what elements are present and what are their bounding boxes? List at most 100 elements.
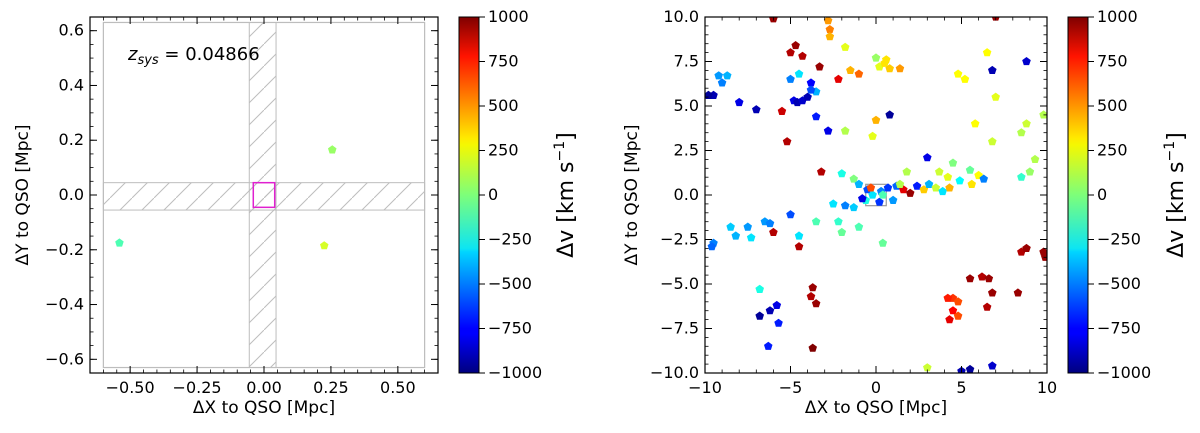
wide-point-97 [731,231,741,240]
wide-point-41 [782,137,792,146]
zoom-colorbar-tick-label: 500 [488,96,519,115]
zoom-colorbar-tick-label: −1000 [488,363,542,382]
wide-point-10 [798,51,807,60]
wide-point-66 [979,174,988,183]
zoom-colorbar-tick-label: 750 [488,52,519,71]
wide-point-11 [786,74,795,83]
zoom-xtick-label: 0.00 [246,378,282,397]
wide-point-63 [943,172,953,181]
wide-point-62 [935,167,944,176]
wide-point-112 [755,311,764,320]
wide-point-68 [837,169,847,178]
wide-point-56 [1017,172,1026,181]
wide-colorbar-tick-label: −250 [1097,230,1141,249]
zoom-colorbar-label: Δv [km s−1] [552,132,579,258]
wide-point-95 [707,242,717,251]
wide-point-113 [765,306,775,315]
wide-point-12 [794,69,804,78]
zoom-ytick-label: −0.4 [45,295,84,314]
wide-point-120 [808,283,817,292]
wide-point-79 [919,185,929,194]
wide-point-78 [912,181,922,190]
wide-point-23 [825,25,835,34]
zoom-xtick-label: −0.25 [173,378,222,397]
wide-point-46 [953,69,963,78]
wide-point-93 [858,194,867,203]
wide-point-47 [960,74,970,83]
wide-ytick-label: 2.5 [674,141,699,160]
wide-point-53 [988,137,997,146]
wide-point-131 [982,302,992,311]
wide-point-101 [765,219,775,228]
wide-point-32 [885,64,894,73]
wide-ytick-label: −7.5 [660,319,699,338]
wide-point-67 [817,167,826,176]
wide-colorbar-tick-label: −500 [1097,274,1141,293]
wide-colorbar-tick-label: −1000 [1097,363,1151,382]
zoom-ytick-label: 0.4 [59,75,84,94]
wide-point-45 [1022,57,1031,66]
wide-point-130 [988,288,997,297]
wide-point-28 [854,69,864,78]
wide-point-81 [931,183,941,192]
wide-ytick-label: −2.5 [660,230,699,249]
wide-point-34 [882,55,891,64]
zoom-xtick-label: 0.50 [380,378,416,397]
wide-point-83 [945,183,954,192]
wide-xtick-label: −10 [688,378,722,397]
wide-point-90 [866,183,876,192]
wide-point-117 [806,292,816,301]
zoom-point-2 [320,241,329,250]
wide-point-48 [970,119,980,128]
wide-point-140 [988,361,997,370]
wide-point-17 [806,78,816,87]
zoom-colorbar-tick-label: 0 [488,185,498,204]
wide-point-25 [834,74,843,83]
zoom-colorbar-gradient [458,16,480,374]
wide-point-50 [1017,128,1026,137]
wide-point-107 [834,217,843,226]
wide-point-109 [837,227,847,236]
wide-point-70 [854,179,864,188]
wide-point-116 [764,341,773,350]
wide-point-21 [811,112,821,121]
wide-point-5 [734,97,744,107]
wide-colorbar-tick-label: −750 [1097,319,1141,338]
wide-point-72 [868,190,877,199]
wide-point-52 [1039,110,1047,119]
wide-xlabel: ΔX to QSO [Mpc] [805,398,947,418]
wide-point-135 [1041,252,1047,261]
wide-point-55 [1025,167,1035,176]
wide-colorbar-tick-label: 750 [1097,52,1128,71]
wide-point-29 [871,53,881,62]
wide-point-39 [871,115,881,124]
wide-point-7 [777,106,787,115]
wide-point-89 [888,195,898,204]
zoom-ytick-label: 0.0 [59,185,84,204]
wide-ytick-label: 0.0 [674,185,699,204]
wide-point-49 [991,92,1000,101]
wide-ylabel: ΔY to QSO [Mpc] [622,125,642,266]
wide-point-92 [895,179,905,188]
zoom-qso-box [252,181,276,209]
wide-point-119 [808,343,817,352]
zoom-ytick-label: 0.2 [59,130,84,149]
wide-point-38 [868,131,877,140]
wide-point-27 [846,65,855,74]
wide-point-59 [948,158,958,167]
zoom-colorbar-tick-label: 250 [488,141,519,160]
wide-point-58 [965,165,975,174]
wide-point-16 [803,92,812,101]
wide-colorbar-tick-label: 1000 [1097,7,1138,26]
zoom-colorbar: 1000 750 500 250 0 −250 −500 −750 −1000 Δv [km s… [458,7,579,382]
wide-point-36 [823,126,833,135]
wide-point-74 [883,183,893,192]
wide-xtick-label: 0 [871,378,881,397]
wide-point-118 [811,299,821,308]
wide-point-104 [794,231,804,240]
wide-point-106 [811,217,821,226]
zoom-xtick-label: 0.25 [313,378,349,397]
wide-point-129 [984,274,994,283]
wide-point-105 [794,242,804,251]
